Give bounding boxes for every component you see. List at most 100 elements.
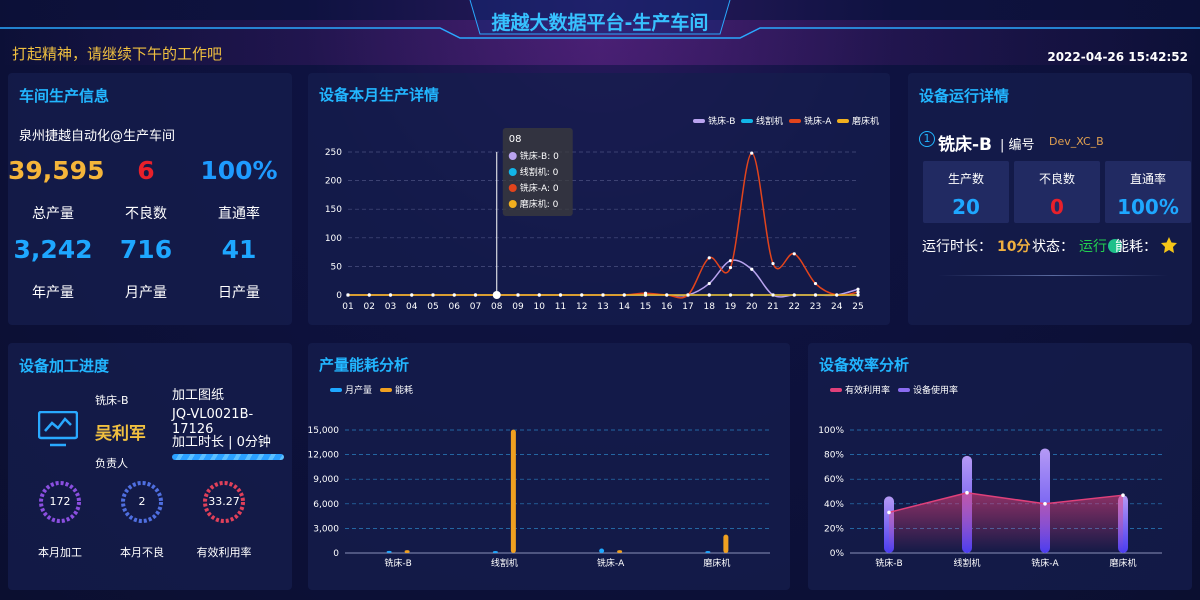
stat-value: 100%: [200, 156, 278, 185]
tooltip-sep: :: [547, 152, 553, 162]
stat-value: 6: [137, 156, 155, 185]
x-tick-label: 16: [661, 302, 673, 312]
monitor-icon: [38, 411, 78, 447]
y-tick-label: 0: [336, 291, 342, 301]
x-tick-label: 15: [640, 302, 651, 312]
x-tick-label: 铣床-B: [875, 557, 902, 569]
production-chart-panel: 设备本月生产详情 0 50 100 150 200 250 01 02 03 04 05 06 07 08 0…: [308, 73, 890, 325]
y-tick-label: 80%: [824, 451, 844, 461]
stat-box: [923, 161, 1009, 223]
x-tick-label: 磨床机: [703, 557, 730, 569]
point: [1121, 493, 1125, 497]
legend-swatch: [330, 388, 342, 392]
gauge-label: 本月加工: [38, 546, 82, 559]
role: 负责人: [95, 457, 128, 470]
point: [750, 151, 754, 155]
point: [856, 287, 860, 291]
stat-value: 100%: [1117, 195, 1179, 219]
tooltip-dot: [508, 152, 517, 160]
x-tick-label: 06: [449, 302, 461, 312]
y-tick-label: 50: [331, 262, 343, 272]
stat-label: 直通率: [1129, 172, 1166, 186]
x-tick-label: 22: [789, 302, 800, 312]
device: 铣床-B: [95, 394, 129, 407]
drawing: JQ-VL0021B-17126: [172, 407, 254, 437]
stat-value: 39,595: [8, 156, 105, 185]
stat-value: 41: [221, 235, 257, 264]
point: [558, 293, 563, 297]
point: [643, 293, 648, 297]
efficiency-chart-panel: 设备效率分析 0% 20% 40% 60% 80% 100% 有效利用率 设备使用率 铣床-B 线割…: [808, 343, 1192, 590]
legend-label: 铣床-B: [708, 115, 735, 127]
series-line: [348, 152, 859, 299]
gauge-label: 本月不良: [120, 546, 164, 559]
device-code: Dev_XC_B: [1049, 135, 1104, 148]
energy-label: 能耗：: [1115, 239, 1157, 255]
point: [537, 293, 541, 297]
tooltip-dot: [508, 184, 517, 192]
gauge-value: 172: [49, 495, 71, 508]
point: [367, 293, 371, 297]
point: [728, 265, 733, 270]
y-tick-label: 200: [325, 177, 342, 187]
legend-swatch: [741, 119, 753, 123]
x-tick-label: 铣床-B: [384, 557, 411, 569]
stat-label: 直通率: [218, 206, 260, 222]
tooltip-name: 铣床-A: [520, 182, 548, 194]
legend-swatch: [830, 388, 842, 392]
x-tick-label: 07: [470, 302, 481, 312]
workshop-panel: 车间生产信息 泉州捷越自动化@生产车间 39,595 总产量 6 不良数 100% 直通率…: [8, 73, 292, 325]
bar: [510, 429, 516, 553]
stat-label: 生产数: [947, 172, 984, 186]
series-line: [888, 491, 1124, 514]
panel-title: 设备加工进度: [19, 357, 110, 375]
y-tick-label: 12,000: [308, 451, 339, 461]
x-tick-label: 24: [831, 302, 843, 312]
stat-box: [1105, 161, 1191, 223]
x-tick-label: 20: [746, 302, 758, 312]
tooltip-value: 0: [553, 200, 559, 210]
drawing-label: 加工图纸: [172, 388, 225, 403]
x-tick-label: 10: [534, 302, 546, 312]
progress-bar: [172, 454, 284, 460]
stat-box: [1014, 161, 1100, 223]
bar: [723, 534, 729, 553]
stat-label: 总产量: [32, 206, 74, 222]
location: 泉州捷越自动化@生产车间: [19, 129, 176, 144]
gauge-value: 2: [138, 495, 146, 508]
x-tick-label: 05: [427, 302, 438, 312]
gauge-ring: [121, 481, 163, 523]
point: [473, 293, 478, 297]
x-tick-label: 11: [555, 302, 566, 312]
tooltip-name: 磨床机: [520, 198, 547, 210]
point: [601, 293, 605, 297]
point: [813, 293, 818, 297]
point: [728, 259, 733, 263]
point: [792, 293, 796, 297]
y-tick-label: 0: [333, 549, 339, 559]
y-tick-label: 60%: [824, 475, 844, 485]
x-tick-label: 14: [619, 302, 631, 312]
x-tick-label: 03: [385, 302, 396, 312]
y-tick-label: 15,000: [308, 426, 339, 436]
x-tick-label: 23: [810, 302, 821, 312]
tooltip-dot: [508, 168, 517, 176]
code-label-text: 编号: [1008, 138, 1035, 153]
x-tick-label: 21: [767, 302, 778, 312]
gauge: [39, 481, 81, 523]
y-tick-label: 100%: [818, 426, 844, 436]
point: [792, 252, 796, 256]
y-tick-label: 40%: [824, 500, 844, 510]
stat-value: 3,242: [13, 235, 93, 264]
tooltip-value: 0: [553, 168, 559, 178]
y-tick-label: 3,000: [313, 524, 339, 534]
y-tick-label: 20%: [824, 524, 844, 534]
point: [622, 293, 626, 297]
bar: [492, 551, 498, 553]
legend-label: 磨床机: [852, 115, 879, 127]
point: [686, 293, 690, 297]
tooltip-point: [492, 291, 501, 299]
gauge-label: 有效利用率: [196, 546, 252, 559]
